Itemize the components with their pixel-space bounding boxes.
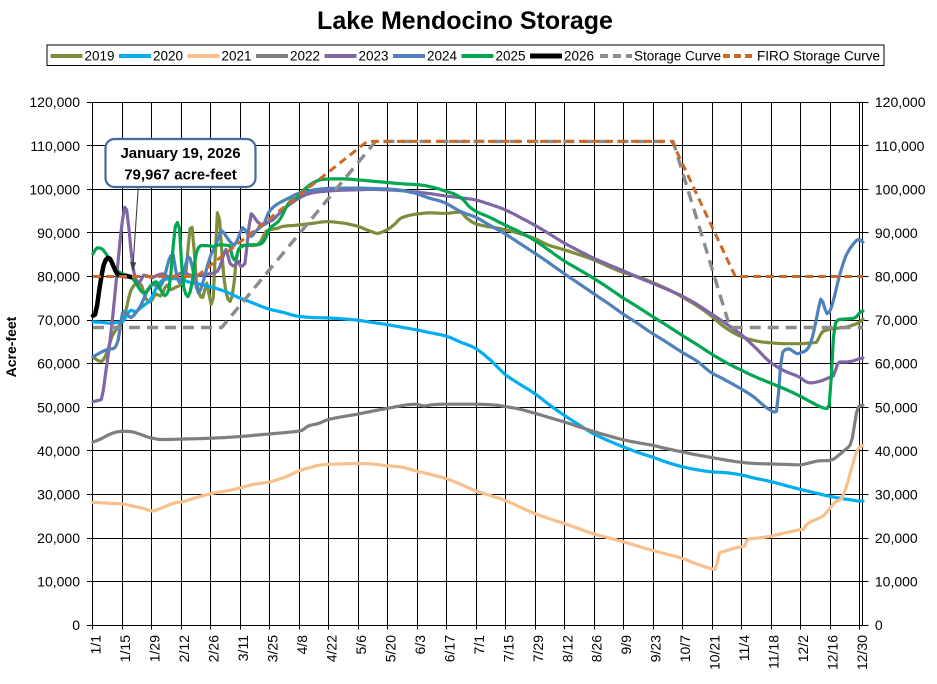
svg-text:11/4: 11/4 <box>736 635 752 661</box>
svg-text:80,000: 80,000 <box>875 269 918 285</box>
svg-text:100,000: 100,000 <box>29 181 80 197</box>
svg-text:80,000: 80,000 <box>37 269 80 285</box>
svg-text:12/30: 12/30 <box>854 635 870 670</box>
svg-text:2/26: 2/26 <box>205 635 221 662</box>
svg-text:2020: 2020 <box>153 49 183 64</box>
svg-text:60,000: 60,000 <box>875 356 918 372</box>
svg-text:2023: 2023 <box>359 49 389 64</box>
svg-text:12/16: 12/16 <box>825 635 841 670</box>
svg-text:90,000: 90,000 <box>37 225 80 241</box>
svg-text:Lake Mendocino Storage: Lake Mendocino Storage <box>317 7 613 35</box>
svg-text:6/17: 6/17 <box>441 635 457 662</box>
svg-text:7/29: 7/29 <box>530 635 546 662</box>
svg-text:40,000: 40,000 <box>37 443 80 459</box>
svg-text:0: 0 <box>72 617 80 633</box>
svg-text:30,000: 30,000 <box>37 487 80 503</box>
svg-text:2/12: 2/12 <box>176 635 192 662</box>
svg-text:5/20: 5/20 <box>382 635 398 662</box>
svg-text:60,000: 60,000 <box>37 356 80 372</box>
svg-text:1/15: 1/15 <box>117 635 133 662</box>
svg-text:7/15: 7/15 <box>500 635 516 662</box>
svg-text:10/7: 10/7 <box>677 635 693 662</box>
svg-text:10,000: 10,000 <box>37 574 80 590</box>
svg-text:2024: 2024 <box>427 49 458 64</box>
svg-text:9/9: 9/9 <box>618 635 634 655</box>
svg-text:120,000: 120,000 <box>29 94 80 110</box>
svg-text:70,000: 70,000 <box>37 312 80 328</box>
svg-text:2025: 2025 <box>496 49 526 64</box>
svg-text:9/23: 9/23 <box>648 635 664 662</box>
svg-text:4/22: 4/22 <box>323 635 339 662</box>
svg-text:5/6: 5/6 <box>353 635 369 655</box>
svg-text:10/21: 10/21 <box>707 635 723 670</box>
svg-text:Acre-feet: Acre-feet <box>3 316 19 377</box>
svg-text:7/1: 7/1 <box>471 635 487 655</box>
svg-text:1/29: 1/29 <box>147 635 163 662</box>
svg-text:10,000: 10,000 <box>875 574 918 590</box>
svg-text:4/8: 4/8 <box>294 635 310 655</box>
svg-text:Storage Curve: Storage Curve <box>634 49 721 64</box>
svg-text:120,000: 120,000 <box>875 94 926 110</box>
svg-text:30,000: 30,000 <box>875 487 918 503</box>
svg-text:3/11: 3/11 <box>235 635 251 661</box>
svg-text:79,967 acre-feet: 79,967 acre-feet <box>124 167 237 184</box>
svg-text:50,000: 50,000 <box>875 399 918 415</box>
svg-text:8/26: 8/26 <box>589 635 605 662</box>
svg-text:3/25: 3/25 <box>264 635 280 662</box>
svg-text:40,000: 40,000 <box>875 443 918 459</box>
svg-text:0: 0 <box>875 617 883 633</box>
svg-text:110,000: 110,000 <box>875 138 925 154</box>
svg-text:20,000: 20,000 <box>37 530 80 546</box>
svg-text:90,000: 90,000 <box>875 225 918 241</box>
svg-text:50,000: 50,000 <box>37 399 80 415</box>
svg-text:20,000: 20,000 <box>875 530 918 546</box>
svg-text:100,000: 100,000 <box>875 181 926 197</box>
svg-text:2021: 2021 <box>222 49 252 64</box>
svg-text:FIRO Storage Curve: FIRO Storage Curve <box>757 49 880 64</box>
svg-text:110,000: 110,000 <box>30 138 80 154</box>
svg-text:70,000: 70,000 <box>875 312 918 328</box>
svg-text:2026: 2026 <box>564 49 594 64</box>
svg-text:8/12: 8/12 <box>559 635 575 662</box>
svg-text:11/18: 11/18 <box>766 635 782 669</box>
svg-text:2019: 2019 <box>85 49 115 64</box>
svg-text:6/3: 6/3 <box>412 635 428 655</box>
svg-text:1/1: 1/1 <box>88 635 104 655</box>
svg-text:January 19, 2026: January 19, 2026 <box>120 145 240 162</box>
svg-text:12/2: 12/2 <box>795 635 811 662</box>
svg-text:2022: 2022 <box>290 49 320 64</box>
